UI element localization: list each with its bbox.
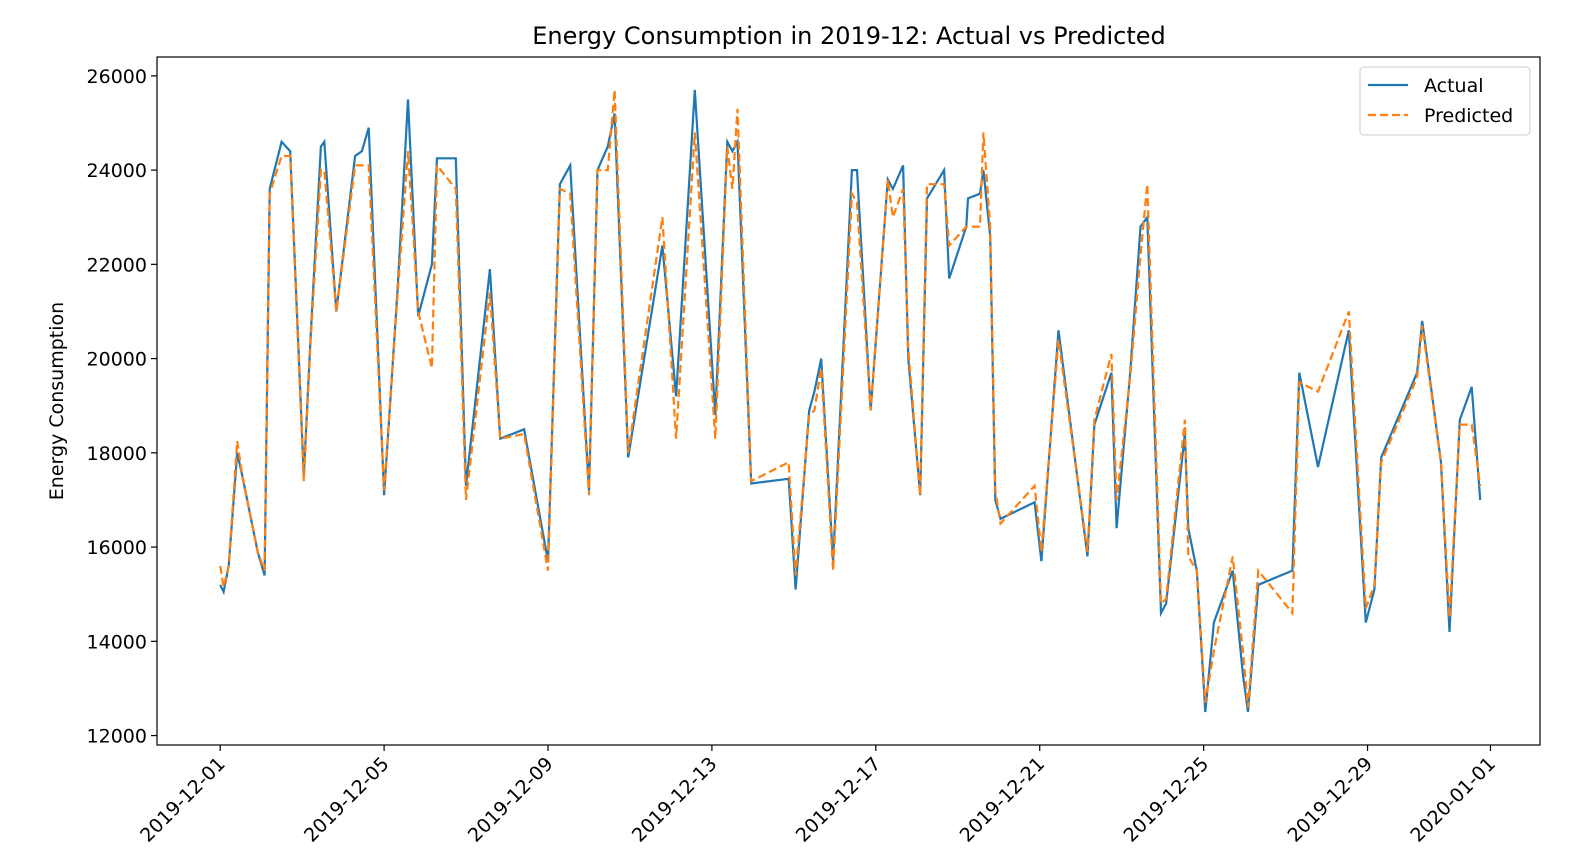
chart-title: Energy Consumption in 2019-12: Actual vs… (532, 22, 1166, 50)
x-tick-label: 2019-12-25 (1120, 753, 1214, 847)
y-tick-label: 24000 (87, 160, 147, 182)
x-tick-label: 2019-12-05 (300, 753, 394, 847)
x-tick-label: 2019-12-21 (956, 753, 1050, 847)
y-tick-label: 18000 (87, 443, 147, 465)
x-tick-label: 2019-12-29 (1283, 753, 1377, 847)
plot-frame (156, 56, 1541, 746)
y-tick-label: 14000 (87, 631, 147, 653)
legend-label: Predicted (1424, 105, 1513, 127)
x-tick-label: 2019-12-01 (136, 753, 230, 847)
legend-label: Actual (1424, 75, 1484, 97)
y-tick-label: 12000 (87, 726, 147, 748)
x-tick-label: 2020-01-01 (1406, 753, 1500, 847)
y-tick-label: 22000 (87, 254, 147, 276)
y-tick-label: 16000 (87, 537, 147, 559)
series-line (219, 89, 1482, 708)
y-tick-label: 20000 (87, 349, 147, 371)
series-line (219, 89, 1482, 713)
x-tick-label: 2019-12-13 (628, 753, 722, 847)
x-tick-label: 2019-12-09 (464, 753, 558, 847)
y-tick-label: 26000 (87, 66, 147, 88)
y-axis-label: Energy Consumption (46, 302, 68, 500)
x-tick-label: 2019-12-17 (792, 753, 886, 847)
